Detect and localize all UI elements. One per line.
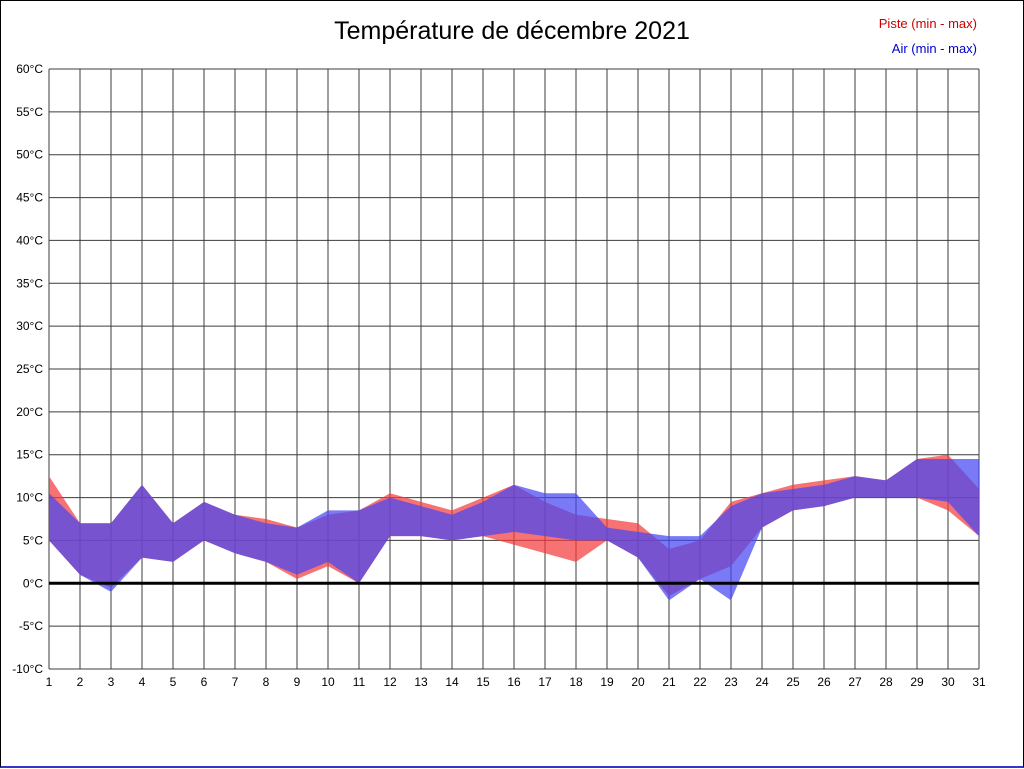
svg-text:19: 19 [600,675,614,689]
svg-text:20°C: 20°C [16,405,43,419]
y-axis-labels: 60°C 55°C 50°C 45°C 40°C 35°C 30°C 25°C 20°C 15°C… [12,62,43,676]
svg-text:27: 27 [848,675,862,689]
svg-text:12: 12 [383,675,397,689]
legend-air: Air (min - max) [891,41,977,56]
svg-text:9: 9 [294,675,301,689]
svg-text:35°C: 35°C [16,276,43,290]
svg-text:15°C: 15°C [16,448,43,462]
svg-text:55°C: 55°C [16,105,43,119]
svg-text:0°C: 0°C [23,576,43,590]
svg-text:4: 4 [139,675,146,689]
svg-text:20: 20 [631,675,645,689]
svg-text:30°C: 30°C [16,319,43,333]
svg-text:7: 7 [232,675,239,689]
svg-text:13: 13 [414,675,428,689]
svg-text:3: 3 [108,675,115,689]
svg-text:10°C: 10°C [16,491,43,505]
svg-text:50°C: 50°C [16,148,43,162]
chart-legend: Piste (min - max) Air (min - max) [879,11,977,61]
svg-text:-5°C: -5°C [19,619,43,633]
svg-text:2: 2 [77,675,84,689]
svg-text:1: 1 [46,675,53,689]
air-band [49,459,979,601]
svg-text:24: 24 [755,675,769,689]
svg-text:11: 11 [353,675,366,689]
svg-text:6: 6 [201,675,208,689]
svg-text:21: 21 [662,675,676,689]
svg-text:40°C: 40°C [16,233,43,247]
svg-text:17: 17 [538,675,552,689]
svg-text:25°C: 25°C [16,362,43,376]
svg-text:10: 10 [321,675,335,689]
svg-text:14: 14 [445,675,459,689]
svg-text:28: 28 [879,675,893,689]
svg-text:18: 18 [569,675,583,689]
svg-text:45°C: 45°C [16,191,43,205]
svg-text:60°C: 60°C [16,62,43,76]
legend-piste: Piste (min - max) [878,16,977,31]
svg-text:30: 30 [941,675,955,689]
svg-text:22: 22 [693,675,707,689]
svg-text:-10°C: -10°C [12,662,43,676]
svg-text:26: 26 [817,675,831,689]
svg-text:29: 29 [910,675,924,689]
svg-text:16: 16 [507,675,521,689]
svg-text:8: 8 [263,675,270,689]
svg-text:31: 31 [972,675,986,689]
svg-text:5: 5 [170,675,177,689]
grid-lines [48,68,980,670]
svg-text:5°C: 5°C [23,533,43,547]
x-axis-labels: 1 2 3 4 5 6 7 8 9 10 11 12 13 14 15 16 17 18 19 20 21 22 23 24 2… [46,675,986,689]
chart-title: Température de décembre 2021 [334,17,690,45]
svg-text:15: 15 [476,675,490,689]
svg-text:23: 23 [724,675,738,689]
svg-text:25: 25 [786,675,800,689]
